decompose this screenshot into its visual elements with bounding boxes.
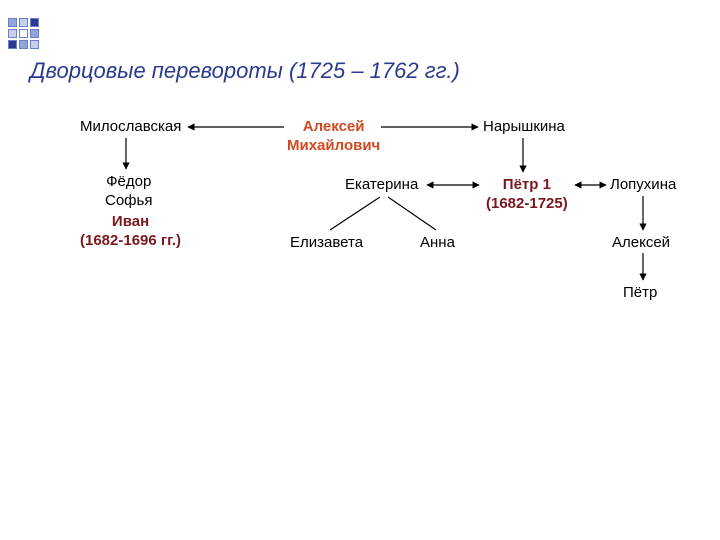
- decor-bullet: [19, 40, 28, 49]
- tree-edge: [330, 197, 380, 230]
- decor-bullet: [19, 29, 28, 38]
- decor-bullet: [8, 29, 17, 38]
- tree-node-ivan_block: Иван(1682-1696 гг.): [80, 213, 181, 251]
- decor-bullet: [8, 18, 17, 27]
- tree-node-miloslavskaya: Милославская: [80, 118, 181, 137]
- tree-node-anna: Анна: [420, 234, 455, 253]
- tree-node-label: Софья: [105, 192, 152, 211]
- tree-node-label: Пётр 1: [486, 176, 568, 195]
- tree-node-petr1: Пётр 1(1682-1725): [486, 176, 568, 214]
- decor-bullet: [30, 18, 39, 27]
- tree-node-label: (1682-1696 гг.): [80, 232, 181, 251]
- tree-node-lopukhina: Лопухина: [610, 176, 676, 195]
- tree-node-label: Елизавета: [290, 234, 363, 253]
- tree-node-elizaveta: Елизавета: [290, 234, 363, 253]
- tree-node-fedor_block: ФёдорСофья: [105, 173, 152, 211]
- tree-node-label: Иван: [80, 213, 181, 232]
- tree-node-label: Фёдор: [105, 173, 152, 192]
- decor-bullet: [30, 40, 39, 49]
- tree-node-label: Милославская: [80, 118, 181, 137]
- decor-bullet: [30, 29, 39, 38]
- tree-node-petr2: Пётр: [623, 284, 657, 303]
- tree-node-aleksey: АлексейМихайлович: [287, 118, 380, 156]
- tree-node-label: Алексей: [612, 234, 670, 253]
- tree-node-ekaterina: Екатерина: [345, 176, 418, 195]
- tree-node-label: Пётр: [623, 284, 657, 303]
- tree-node-label: Екатерина: [345, 176, 418, 195]
- tree-node-naryshkina: Нарышкина: [483, 118, 565, 137]
- tree-node-label: (1682-1725): [486, 195, 568, 214]
- decor-bullet: [19, 18, 28, 27]
- tree-node-label: Алексей: [287, 118, 380, 137]
- tree-edge: [388, 197, 436, 230]
- page-title: Дворцовые перевороты (1725 – 1762 гг.): [30, 58, 460, 84]
- tree-node-label: Нарышкина: [483, 118, 565, 137]
- tree-node-aleksey2: Алексей: [612, 234, 670, 253]
- decor-bullet-row: [8, 18, 39, 49]
- tree-node-label: Анна: [420, 234, 455, 253]
- tree-node-label: Михайлович: [287, 137, 380, 156]
- tree-node-label: Лопухина: [610, 176, 676, 195]
- decor-bullet: [8, 40, 17, 49]
